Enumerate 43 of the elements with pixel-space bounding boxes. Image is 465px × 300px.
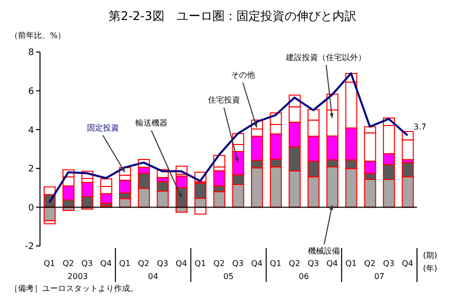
text: 固定投資 bbox=[86, 123, 119, 132]
text: ［備考］ユーロスタットより作成。 bbox=[10, 283, 138, 294]
text: 04 bbox=[148, 272, 158, 281]
y-tick-label: -2 bbox=[25, 242, 34, 252]
text: その他 bbox=[230, 70, 255, 80]
x-tick-label: Q4 bbox=[176, 259, 188, 268]
x-tick-label: Q4 bbox=[402, 259, 414, 268]
text: 05 bbox=[223, 272, 234, 281]
text: 住宅投資 bbox=[208, 96, 240, 105]
x-tick-label: Q4 bbox=[100, 259, 112, 268]
text: 輸送機器 bbox=[135, 118, 168, 128]
x-tick-label: Q1 bbox=[44, 259, 56, 268]
y-tick-label: 2 bbox=[28, 164, 34, 175]
x-tick-label: Q2 bbox=[364, 259, 376, 268]
y-tick-label: 8 bbox=[28, 48, 34, 58]
text: 07 bbox=[374, 272, 384, 281]
x-axis-title: (期) bbox=[423, 251, 438, 260]
x-tick-label: Q2 bbox=[213, 259, 225, 268]
y-tick-label: 6 bbox=[28, 86, 34, 97]
y-axis-title: （前年比、%） bbox=[10, 30, 66, 41]
data-label: 3.7 bbox=[414, 122, 426, 132]
x-tick-label: Q3 bbox=[383, 259, 394, 268]
x-tick-label: Q1 bbox=[270, 259, 282, 268]
x-tick-label: Q3 bbox=[156, 259, 168, 268]
text: (年) bbox=[423, 264, 438, 273]
x-tick-label: Q4 bbox=[326, 259, 338, 268]
text: 2003 bbox=[68, 272, 88, 281]
x-tick-label: Q1 bbox=[194, 259, 206, 268]
x-tick-label: Q3 bbox=[232, 259, 244, 268]
x-tick-label: Q2 bbox=[288, 259, 300, 268]
x-tick-label: Q2 bbox=[138, 259, 150, 268]
y-tick-label: 0 bbox=[28, 203, 34, 214]
y-tick-label: 4 bbox=[28, 126, 34, 136]
text: 建設投資（住宅以外） bbox=[285, 52, 366, 62]
x-tick-label: Q1 bbox=[119, 259, 131, 268]
chart-title: 第2-2-3図 ユーロ圏：固定投資の伸びと内訳 bbox=[108, 8, 358, 25]
x-tick-label: Q3 bbox=[308, 259, 320, 268]
x-tick-label: Q2 bbox=[62, 259, 74, 268]
x-tick-label: Q1 bbox=[345, 259, 357, 268]
text: 機械設備 bbox=[308, 246, 340, 256]
text: 06 bbox=[298, 272, 309, 281]
x-tick-label: Q4 bbox=[251, 259, 262, 268]
x-tick-label: Q3 bbox=[81, 259, 93, 268]
